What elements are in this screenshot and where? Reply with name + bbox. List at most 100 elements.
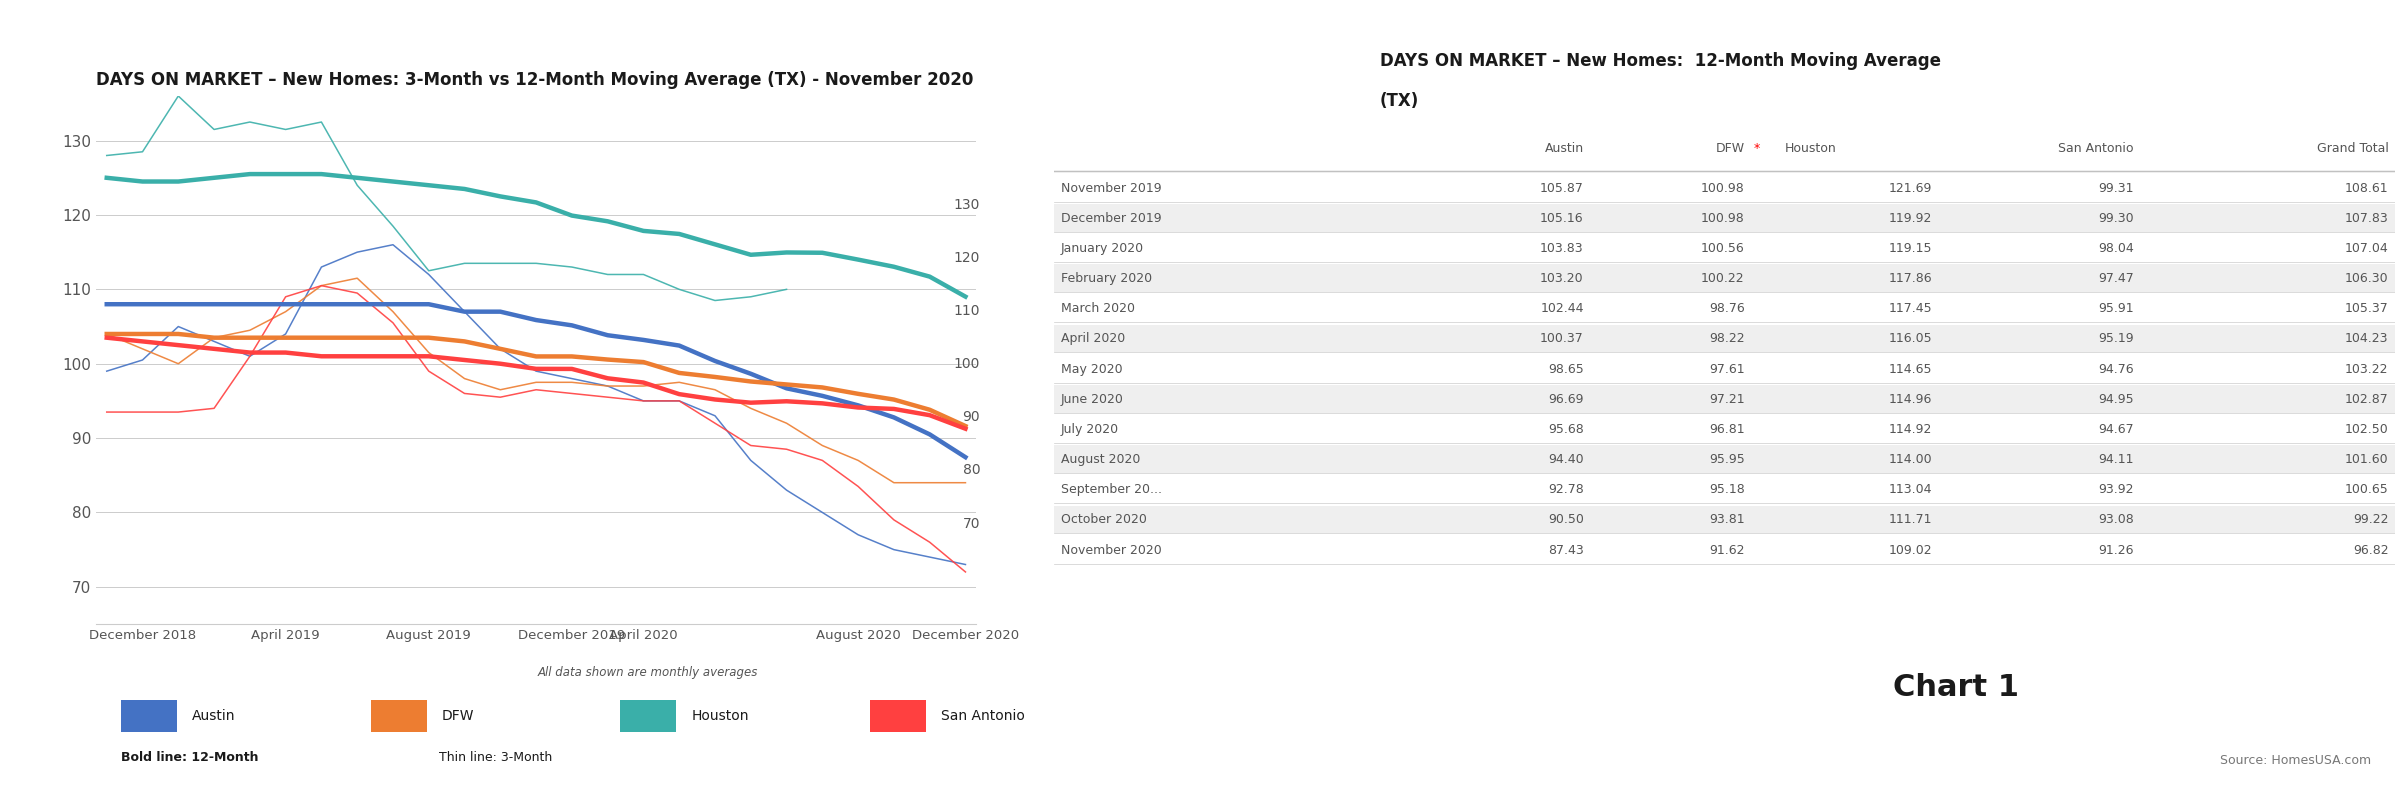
Text: 100: 100 [953,357,979,371]
Text: Houston: Houston [1786,142,1836,155]
Text: January 2020: January 2020 [1061,242,1145,255]
Text: 95.19: 95.19 [2098,332,2134,346]
Text: 94.95: 94.95 [2098,393,2134,406]
Text: Grand Total: Grand Total [2316,142,2388,155]
Text: 94.76: 94.76 [2098,362,2134,375]
Text: April 2020: April 2020 [1061,332,1126,346]
Text: 105.16: 105.16 [1541,212,1584,225]
Text: 100.65: 100.65 [2345,483,2388,496]
Text: 106.30: 106.30 [2345,272,2388,285]
Text: July 2020: July 2020 [1061,423,1118,436]
Text: May 2020: May 2020 [1061,362,1123,375]
Text: 100.37: 100.37 [1541,332,1584,346]
Text: August 2020: August 2020 [1061,453,1140,466]
Text: 107.83: 107.83 [2345,212,2388,225]
Text: 94.67: 94.67 [2098,423,2134,436]
Text: 94.11: 94.11 [2098,453,2134,466]
Bar [869,700,926,732]
Bar [619,700,677,732]
Text: 114.65: 114.65 [1889,362,1932,375]
Bar [1054,264,2395,292]
Text: 95.18: 95.18 [1709,483,1745,496]
Text: February 2020: February 2020 [1061,272,1152,285]
Text: 99.30: 99.30 [2098,212,2134,225]
Text: 117.86: 117.86 [1889,272,1932,285]
Text: Austin: Austin [192,709,235,723]
Text: 110: 110 [953,304,979,318]
Text: Thin line: 3-Month: Thin line: 3-Month [439,751,552,764]
Text: DFW: DFW [442,709,475,723]
Bar [1054,506,2395,534]
Text: 98.04: 98.04 [2098,242,2134,255]
Text: 100.98: 100.98 [1702,212,1745,225]
Text: Houston: Houston [691,709,749,723]
Text: 114.00: 114.00 [1889,453,1932,466]
Text: San Antonio: San Antonio [941,709,1025,723]
Text: *: * [1754,142,1764,155]
Text: 93.08: 93.08 [2098,514,2134,526]
Text: 119.92: 119.92 [1889,212,1932,225]
Text: 102.50: 102.50 [2345,423,2388,436]
Text: Source: HomesUSA.com: Source: HomesUSA.com [2220,754,2371,767]
Bar [1054,325,2395,353]
Text: 93.92: 93.92 [2098,483,2134,496]
Text: 111.71: 111.71 [1889,514,1932,526]
Text: 98.76: 98.76 [1709,302,1745,315]
Bar [1054,446,2395,473]
Text: 92.78: 92.78 [1548,483,1584,496]
Text: 113.04: 113.04 [1889,483,1932,496]
Text: 108.61: 108.61 [2345,182,2388,194]
Text: 90: 90 [962,410,979,424]
Text: 119.15: 119.15 [1889,242,1932,255]
Text: 107.04: 107.04 [2345,242,2388,255]
Text: 103.22: 103.22 [2345,362,2388,375]
Text: Bold line: 12-Month: Bold line: 12-Month [120,751,259,764]
Text: November 2020: November 2020 [1061,543,1162,557]
Text: 95.68: 95.68 [1548,423,1584,436]
Text: DFW: DFW [1716,142,1745,155]
Text: 93.81: 93.81 [1709,514,1745,526]
Text: 102.87: 102.87 [2345,393,2388,406]
Text: 103.20: 103.20 [1541,272,1584,285]
Text: 121.69: 121.69 [1889,182,1932,194]
Text: 99.22: 99.22 [2352,514,2388,526]
Text: December 2019: December 2019 [1061,212,1162,225]
Text: 87.43: 87.43 [1548,543,1584,557]
Text: DAYS ON MARKET – New Homes: 3-Month vs 12-Month Moving Average (TX) - November 2: DAYS ON MARKET – New Homes: 3-Month vs 1… [96,71,974,89]
Text: 102.44: 102.44 [1541,302,1584,315]
Text: San Antonio: San Antonio [2059,142,2134,155]
Text: 95.91: 95.91 [2098,302,2134,315]
Bar [120,700,178,732]
Text: November 2019: November 2019 [1061,182,1162,194]
Text: 101.60: 101.60 [2345,453,2388,466]
Text: 97.47: 97.47 [2098,272,2134,285]
Text: All data shown are monthly averages: All data shown are monthly averages [538,666,758,679]
Text: 98.65: 98.65 [1548,362,1584,375]
Bar [1054,204,2395,232]
Text: 103.83: 103.83 [1541,242,1584,255]
Text: 99.31: 99.31 [2098,182,2134,194]
Text: 96.82: 96.82 [2352,543,2388,557]
Text: 97.21: 97.21 [1709,393,1745,406]
Text: 98.22: 98.22 [1709,332,1745,346]
Text: 105.37: 105.37 [2345,302,2388,315]
Text: 96.81: 96.81 [1709,423,1745,436]
Text: June 2020: June 2020 [1061,393,1123,406]
Text: 100.98: 100.98 [1702,182,1745,194]
Text: 100.22: 100.22 [1702,272,1745,285]
Text: 100.56: 100.56 [1702,242,1745,255]
Text: 91.62: 91.62 [1709,543,1745,557]
Text: 90.50: 90.50 [1548,514,1584,526]
Text: March 2020: March 2020 [1061,302,1135,315]
Text: 120: 120 [953,251,979,265]
Text: 94.40: 94.40 [1548,453,1584,466]
Text: 130: 130 [953,198,979,212]
Text: Chart 1: Chart 1 [1894,673,2018,702]
Text: DAYS ON MARKET – New Homes:  12-Month Moving Average: DAYS ON MARKET – New Homes: 12-Month Mov… [1380,52,1942,70]
Text: 114.92: 114.92 [1889,423,1932,436]
Text: 116.05: 116.05 [1889,332,1932,346]
Text: (TX): (TX) [1380,92,1418,110]
Bar [370,700,427,732]
Text: 109.02: 109.02 [1889,543,1932,557]
Text: September 20...: September 20... [1061,483,1162,496]
